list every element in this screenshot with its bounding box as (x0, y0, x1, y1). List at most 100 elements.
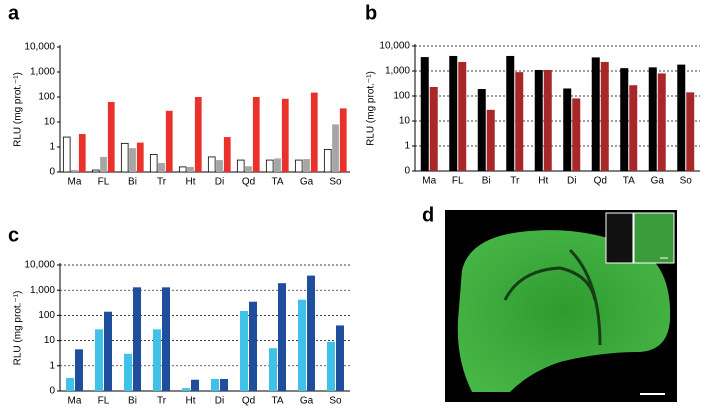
x-tick-label: Di (215, 396, 224, 407)
bar (648, 67, 657, 171)
bar (158, 162, 165, 172)
x-tick-label: FL (98, 396, 110, 407)
bar (62, 136, 71, 173)
x-tick-label: Ma (68, 177, 82, 188)
x-tick-label: Bi (482, 176, 491, 187)
bar (429, 86, 438, 171)
bar (120, 142, 129, 173)
bar (339, 108, 347, 172)
x-tick-label: Ga (651, 176, 665, 187)
bar (249, 301, 257, 391)
x-tick-label: FL (98, 177, 110, 188)
bar (310, 92, 318, 172)
bar (191, 379, 199, 391)
x-tick-label: Ga (300, 177, 314, 188)
bar (91, 169, 100, 173)
bar (336, 325, 344, 391)
bar (178, 166, 187, 173)
bar (149, 154, 158, 173)
y-tick-label: 10 (44, 117, 56, 128)
x-tick-label: Di (215, 177, 224, 188)
x-tick-label: FL (452, 176, 464, 187)
bar (223, 137, 231, 172)
bar (420, 57, 429, 171)
bar-chart: b RLU (mg prot.⁻¹) 0 1 10 100 1,000 10,000 Ma FL B… (365, 2, 700, 187)
bar (620, 68, 629, 171)
bar (543, 69, 552, 171)
x-tick-label: Qd (242, 177, 255, 188)
bar-chart: a RLU (mg prot.⁻¹) 0 1 10 100 1,000 10,000 Ma FL B… (8, 2, 350, 188)
bar (162, 287, 170, 391)
bar (104, 311, 112, 391)
x-tick-label: Ht (186, 396, 196, 407)
y-tick-label: 1 (49, 142, 55, 153)
bar (182, 388, 190, 391)
bar (100, 156, 107, 172)
x-tick-label: So (329, 396, 342, 407)
y-tick-label: 10,000 (379, 41, 410, 52)
bar (211, 378, 219, 391)
bar (506, 55, 515, 171)
image-panel: d (422, 204, 677, 402)
bar (591, 57, 600, 171)
panel-label: d (422, 204, 434, 226)
x-tick-label: TA (271, 396, 283, 407)
x-tick-label: Tr (157, 396, 167, 407)
bar (515, 72, 524, 171)
tissue-fold (503, 248, 602, 346)
bar (240, 310, 248, 391)
bar (657, 73, 666, 171)
bar (323, 149, 332, 173)
bar (136, 142, 144, 172)
bar-chart: c RLU (mg prot.⁻¹) 0 1 10 100 1,000 10,000 Ma FL B… (8, 224, 350, 407)
bar (629, 85, 638, 171)
y-tick-label: 100 (38, 310, 55, 321)
bar (278, 283, 286, 391)
bar (95, 329, 103, 391)
y-tick-label: 0 (49, 386, 55, 397)
y-tick-label: 10 (399, 116, 411, 127)
x-tick-label: Ma (68, 396, 82, 407)
bar (75, 349, 83, 391)
y-axis-label: RLU (mg prot.⁻¹) (13, 72, 24, 147)
bar (534, 69, 543, 171)
x-tick-label: TA (271, 177, 283, 188)
panel-label: a (8, 2, 20, 24)
x-tick-label: So (329, 177, 342, 188)
bar (153, 329, 161, 391)
bar (458, 61, 467, 171)
x-tick-label: Tr (510, 176, 520, 187)
bar (236, 159, 245, 173)
x-tick-label: Di (567, 176, 576, 187)
y-tick-label: 0 (49, 167, 55, 178)
bar (563, 88, 572, 171)
inset-positive (633, 212, 675, 264)
bar (327, 341, 335, 391)
y-axis-label: RLU (mg prot.⁻¹) (13, 291, 24, 366)
y-tick-label: 100 (38, 92, 55, 103)
y-tick-label: 0 (404, 166, 410, 177)
bar (124, 353, 132, 391)
y-tick-label: 10,000 (24, 42, 55, 53)
x-tick-label: TA (623, 176, 635, 187)
y-tick-label: 1 (404, 141, 410, 152)
bar (194, 97, 202, 172)
x-tick-label: Tr (157, 177, 167, 188)
y-tick-label: 1,000 (385, 66, 410, 77)
bar (686, 92, 695, 171)
y-axis-label: RLU (mg prot.⁻¹) (366, 71, 377, 146)
bar (265, 159, 274, 173)
bar (129, 148, 136, 172)
bar (252, 97, 260, 172)
x-tick-label: Bi (128, 396, 137, 407)
bar (165, 110, 173, 172)
bar (245, 166, 252, 172)
y-tick-label: 10 (44, 335, 56, 346)
bar (71, 170, 78, 172)
bar (66, 377, 74, 391)
bar (269, 348, 277, 391)
bar (281, 98, 289, 172)
bar (216, 160, 223, 172)
y-tick-label: 1,000 (30, 285, 55, 296)
